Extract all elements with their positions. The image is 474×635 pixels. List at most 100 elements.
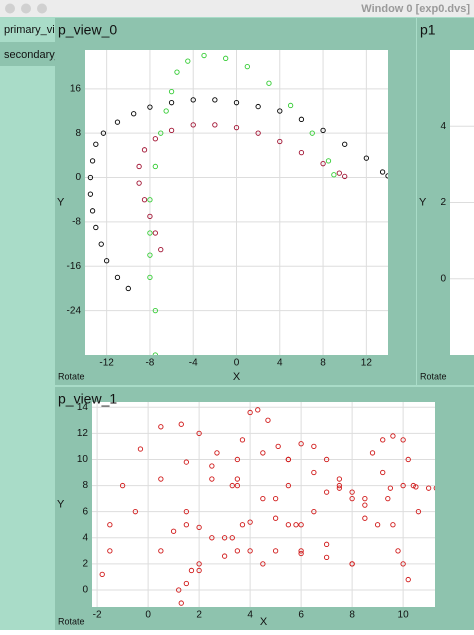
y-axis-label: Y xyxy=(419,196,427,208)
point xyxy=(255,130,261,136)
point xyxy=(323,554,330,561)
y-tick-label: 14 xyxy=(77,402,89,413)
point xyxy=(183,509,190,515)
point xyxy=(272,548,279,554)
point xyxy=(349,489,355,495)
tab[interactable]: primary_vi xyxy=(4,24,55,36)
point xyxy=(209,476,215,482)
point xyxy=(387,485,394,491)
point xyxy=(260,495,266,502)
point xyxy=(223,55,229,61)
point xyxy=(174,69,180,75)
point xyxy=(136,163,142,170)
y-tick-label: 4 xyxy=(82,532,88,543)
y-tick-label: 6 xyxy=(82,506,88,517)
point xyxy=(323,489,330,495)
y-tick-label: 2 xyxy=(82,559,88,570)
point xyxy=(178,421,184,427)
point xyxy=(212,97,218,103)
point xyxy=(239,522,246,528)
rotate-button[interactable]: Rotate xyxy=(420,371,447,381)
point xyxy=(158,476,164,482)
point xyxy=(152,136,158,142)
point xyxy=(190,97,196,103)
point xyxy=(170,528,177,534)
point xyxy=(369,450,376,456)
y-tick-label: 8 xyxy=(75,128,81,139)
point xyxy=(168,88,175,95)
close-button[interactable] xyxy=(5,3,15,14)
x-tick-label: -4 xyxy=(189,358,198,369)
point xyxy=(114,274,121,281)
panel-title: p1 xyxy=(420,22,436,38)
point xyxy=(152,307,158,314)
point xyxy=(277,108,283,114)
point xyxy=(158,246,164,253)
point xyxy=(413,484,419,490)
point xyxy=(363,155,370,161)
title-bar xyxy=(0,0,474,17)
point xyxy=(99,571,105,578)
point xyxy=(285,482,292,489)
x-tick-label: 2 xyxy=(196,610,202,621)
point xyxy=(349,495,355,502)
point xyxy=(147,252,153,258)
x-axis-label: X xyxy=(233,371,241,383)
point xyxy=(234,548,241,554)
point xyxy=(336,485,343,491)
panel-title: p_view_1 xyxy=(58,391,117,407)
y-tick-label: 16 xyxy=(70,83,82,94)
point xyxy=(390,433,396,439)
point xyxy=(266,80,272,86)
point xyxy=(188,567,195,574)
point xyxy=(234,482,241,489)
point xyxy=(147,104,153,110)
point xyxy=(260,561,266,567)
point xyxy=(425,485,432,491)
point xyxy=(336,482,343,489)
point xyxy=(272,515,279,521)
x-tick-label: 0 xyxy=(145,610,151,621)
point xyxy=(119,482,126,489)
point xyxy=(385,173,388,179)
point xyxy=(239,437,246,443)
zoom-button[interactable] xyxy=(37,3,47,14)
point xyxy=(323,456,330,463)
y-tick-label: -24 xyxy=(67,305,82,316)
point xyxy=(125,285,131,292)
point xyxy=(247,519,253,525)
point xyxy=(89,208,96,214)
point xyxy=(298,522,304,528)
tab[interactable]: secondary_ xyxy=(4,49,62,61)
point xyxy=(201,52,207,59)
rotate-button[interactable]: Rotate xyxy=(58,371,85,381)
point xyxy=(196,567,202,574)
point xyxy=(311,469,317,476)
point xyxy=(298,441,304,447)
point xyxy=(141,197,148,203)
point xyxy=(405,456,411,463)
point xyxy=(185,58,191,64)
point xyxy=(131,111,137,117)
point xyxy=(255,407,261,413)
point xyxy=(385,495,391,502)
point xyxy=(362,515,368,521)
point xyxy=(163,108,169,114)
point xyxy=(325,158,332,164)
points xyxy=(99,407,435,606)
point xyxy=(229,482,235,489)
x-axis-label: X xyxy=(260,616,268,628)
rotate-button[interactable]: Rotate xyxy=(58,616,85,626)
point xyxy=(190,122,196,128)
y-tick-label: 0 xyxy=(440,273,446,284)
point xyxy=(265,417,271,423)
point xyxy=(107,522,113,528)
point xyxy=(196,561,202,567)
minimize-button[interactable] xyxy=(21,3,31,14)
point xyxy=(158,424,164,430)
point xyxy=(277,138,283,145)
point xyxy=(362,502,368,508)
point xyxy=(114,119,121,125)
y-tick-label: 4 xyxy=(440,121,446,132)
point xyxy=(152,230,158,236)
